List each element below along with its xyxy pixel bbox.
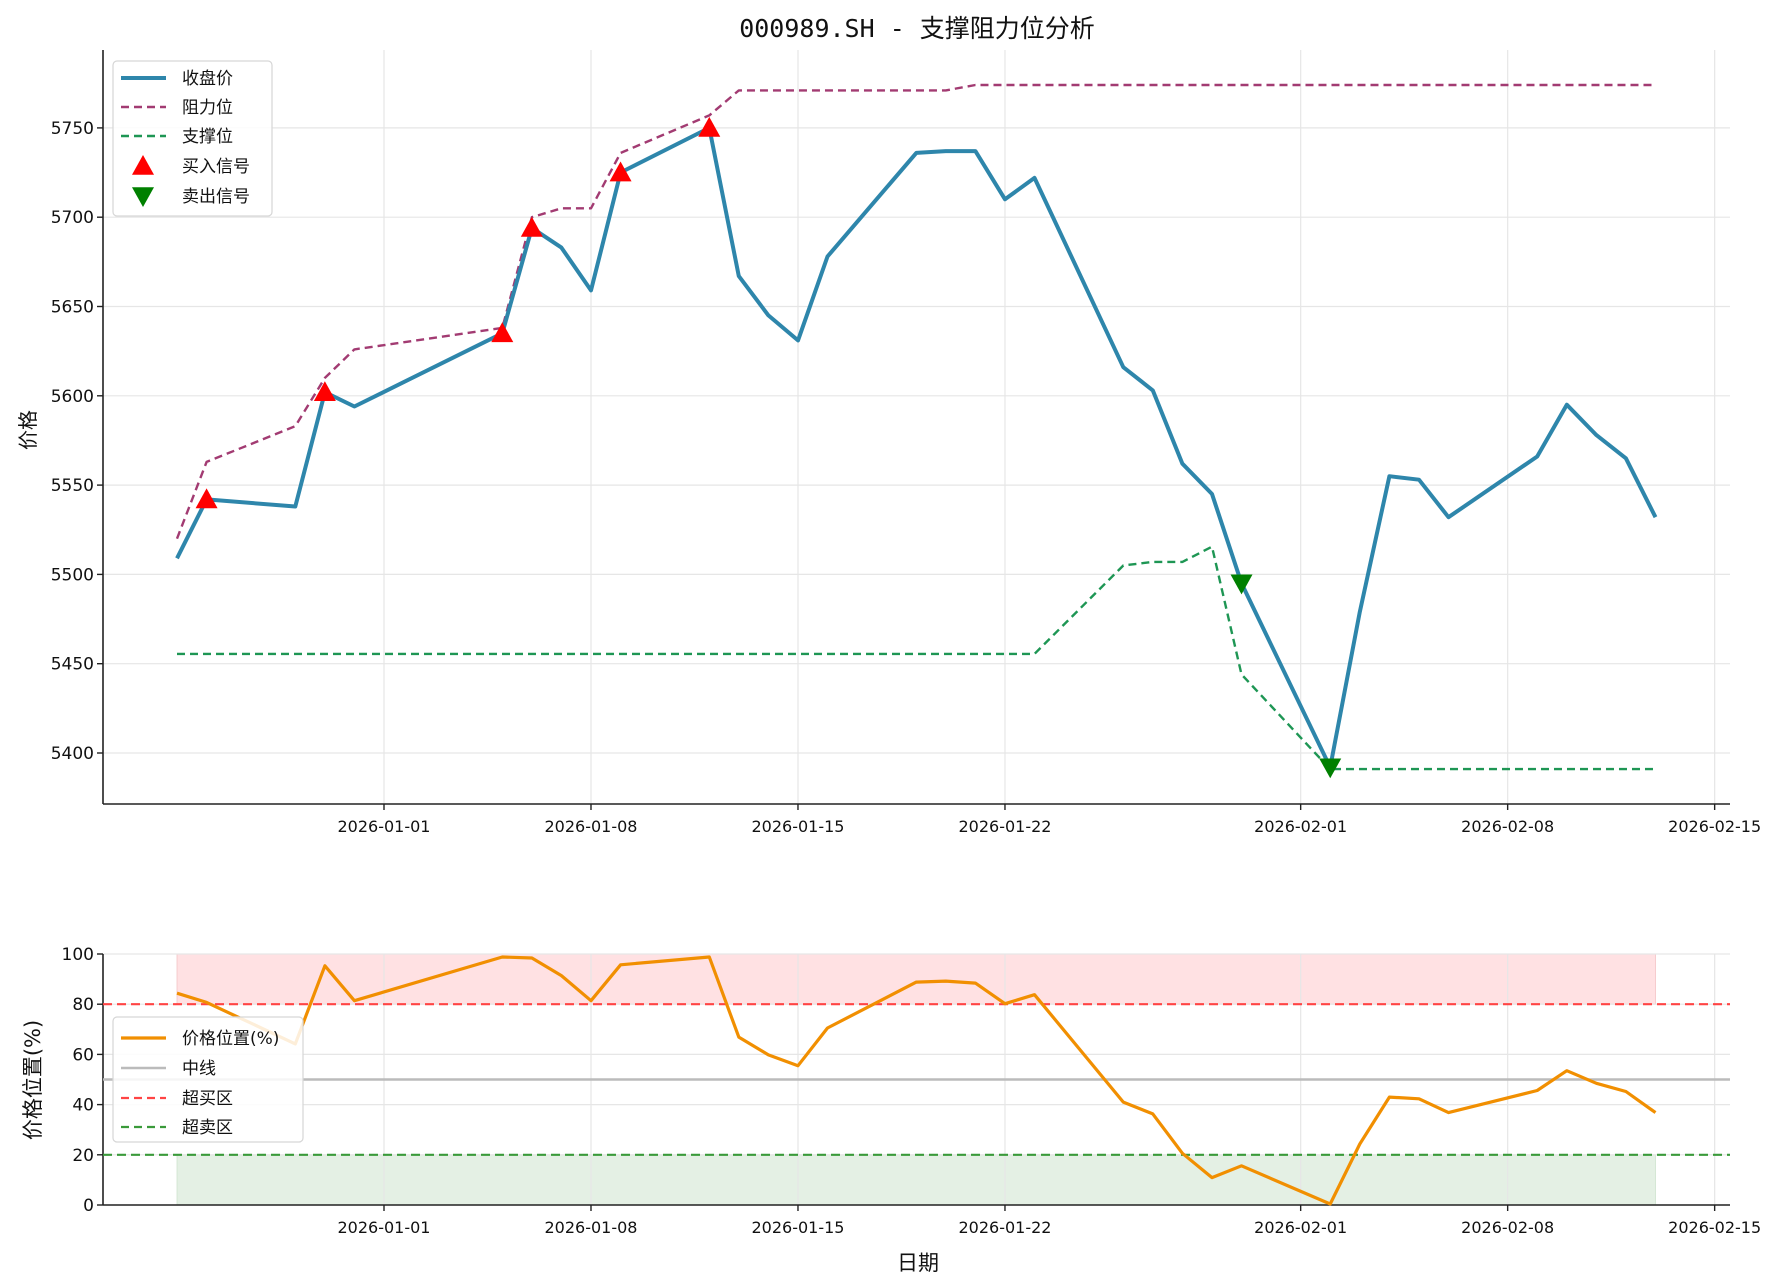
x-tick-label: 2026-02-01 [1254,817,1347,836]
x-tick-label: 2026-02-08 [1461,1218,1554,1237]
x-tick-label: 2026-02-01 [1254,1218,1347,1237]
legend-label: 中线 [182,1059,216,1079]
overbought-zone [176,953,1656,1005]
resistance-line [175,83,1656,540]
x-tick-label: 2026-01-15 [751,817,844,836]
price-chart: 5400 5450 5500 5550 5600 5650 5700 5750 2026-01-… [16,50,1761,836]
legend-box [112,1016,304,1143]
legend-sell-icon [132,187,154,207]
legend-label: 支撑位 [182,127,233,147]
y-tick-label: 5450 [51,655,94,675]
y-tick-label: 80 [72,995,94,1015]
legend-label: 阻力位 [182,98,233,118]
x-tick-label: 2026-02-15 [1668,817,1761,836]
sell-signal-icon [1230,574,1253,595]
buy-signal-icon [195,488,218,509]
support-line [177,545,1656,771]
y-tick-label: 5550 [51,476,94,496]
x-tick-label: 2026-01-22 [958,1218,1051,1237]
chart-title: 000989.SH - 支撑阻力位分析 [739,14,1095,43]
y-tick-label: 5500 [51,565,94,585]
y-tick-label: 5650 [51,298,94,318]
y-tick-label: 5750 [51,119,94,139]
legend-label: 卖出信号 [182,187,250,207]
y-tick-label: 5400 [51,744,94,764]
y-tick-label: 0 [83,1196,94,1216]
x-tick-label: 2026-01-01 [338,1218,431,1237]
legend-buy-icon [132,155,154,175]
x-tick-label: 2026-02-15 [1668,1218,1761,1237]
y-tick-label: 5700 [51,208,94,228]
y-tick-label: 40 [72,1096,94,1116]
oversold-zone [176,1154,1656,1206]
x-axis-label: 日期 [897,1251,939,1275]
price-position-line [176,955,1657,1206]
x-tick-label: 2026-01-08 [544,817,637,836]
y-axis-label: 价格位置(%) [21,1020,45,1140]
legend-label: 买入信号 [182,157,250,177]
x-tick-label: 2026-01-01 [338,817,431,836]
buy-signal-icon [491,322,514,343]
y-axis-label: 价格 [16,410,40,450]
x-tick-label: 2026-02-08 [1461,817,1554,836]
y-tick-label: 60 [72,1045,94,1065]
position-chart: 0 20 40 60 80 100 2026-01-01 2026-01-08 2026-01-… [21,945,1761,1275]
legend-label: 超卖区 [182,1118,233,1138]
y-tick-label: 100 [62,945,94,965]
x-tick-label: 2026-01-15 [751,1218,844,1237]
legend-label: 收盘价 [182,69,233,89]
close-price-line [175,125,1658,770]
legend-label: 超买区 [182,1089,233,1109]
x-tick-label: 2026-01-22 [958,817,1051,836]
buy-signal-icon [609,161,632,182]
legend-box [112,60,273,217]
buy-signal-icon [520,216,543,237]
buy-signal-icon [313,381,336,402]
buy-signal-icon [698,116,721,137]
y-tick-label: 5600 [51,387,94,407]
y-tick-label: 20 [72,1146,94,1166]
sell-signal-icon [1319,758,1342,779]
legend-label: 价格位置(%) [182,1029,279,1049]
x-tick-label: 2026-01-08 [544,1218,637,1237]
